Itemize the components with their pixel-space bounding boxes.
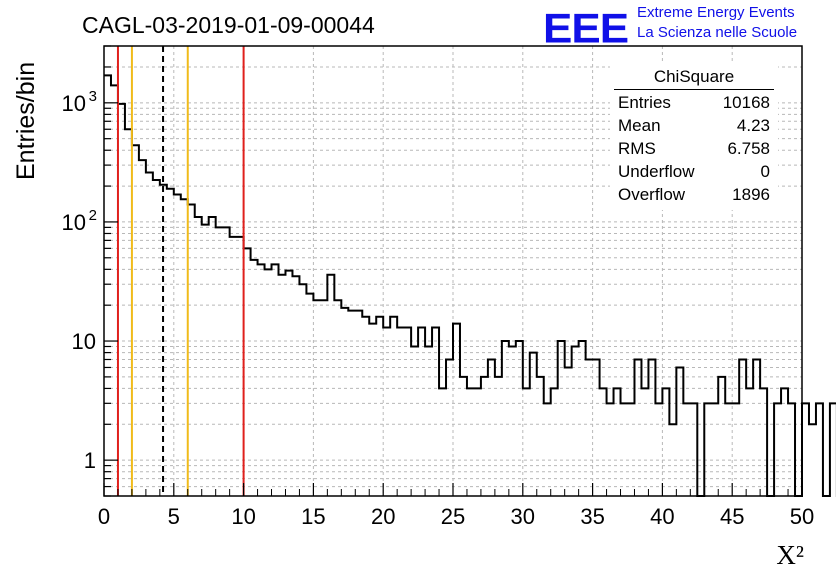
stats-row-mean: Mean 4.23 bbox=[618, 116, 770, 138]
stats-divider bbox=[614, 89, 774, 90]
stats-row-rms: RMS 6.758 bbox=[618, 139, 770, 161]
y-tick-exponent: 3 bbox=[89, 88, 97, 105]
x-tick-label: 50 bbox=[790, 504, 814, 529]
stats-row-underflow: Underflow 0 bbox=[618, 162, 770, 184]
logo-line-2: La Scienza nelle Scuole bbox=[637, 24, 798, 41]
reference-lines bbox=[116, 46, 245, 496]
stats-title: ChiSquare bbox=[653, 67, 735, 86]
stats-value: 0 bbox=[760, 162, 770, 181]
stats-label: Overflow bbox=[618, 185, 686, 204]
stats-row-overflow: Overflow 1896 bbox=[618, 185, 770, 207]
stats-value: 6.758 bbox=[727, 139, 770, 158]
y-tick-label: 10 bbox=[72, 329, 96, 354]
x-tick-label: 20 bbox=[371, 504, 395, 529]
stats-row-entries: Entries 10168 bbox=[618, 93, 770, 115]
x-tick-label: 0 bbox=[98, 504, 110, 529]
x-tick-label: 40 bbox=[650, 504, 674, 529]
stats-label: Underflow bbox=[618, 162, 695, 181]
stats-label: RMS bbox=[618, 139, 656, 158]
x-tick-label: 45 bbox=[720, 504, 744, 529]
y-tick-exponent: 2 bbox=[89, 207, 97, 224]
x-axis-title: X² bbox=[776, 540, 804, 570]
x-tick-label: 10 bbox=[231, 504, 255, 529]
y-axis-title: Entries/bin bbox=[12, 62, 40, 180]
stats-value: 10168 bbox=[722, 93, 770, 112]
logo-line-1: Extreme Energy Events bbox=[637, 4, 795, 21]
y-tick-label: 10 bbox=[62, 210, 86, 235]
chart-title: CAGL-03-2019-01-09-00044 bbox=[82, 12, 375, 38]
histogram bbox=[104, 74, 836, 497]
x-tick-label: 35 bbox=[580, 504, 604, 529]
stats-label: Entries bbox=[618, 93, 671, 112]
x-tick-label: 30 bbox=[511, 504, 535, 529]
stats-label: Mean bbox=[618, 116, 661, 135]
histogram-series bbox=[104, 74, 836, 497]
x-tick-label: 5 bbox=[168, 504, 180, 529]
stats-value: 4.23 bbox=[736, 116, 770, 135]
y-tick-label: 1 bbox=[84, 448, 96, 473]
x-tick-label: 15 bbox=[301, 504, 325, 529]
axis-ticks bbox=[103, 45, 803, 497]
y-tick-label: 10 bbox=[62, 91, 86, 116]
x-tick-label: 25 bbox=[441, 504, 465, 529]
stats-value: 1896 bbox=[732, 185, 770, 204]
eee-logo: EEE bbox=[543, 5, 629, 52]
stats-box: ChiSquare Entries 10168 Mean 4.23 RMS 6.… bbox=[610, 64, 778, 210]
